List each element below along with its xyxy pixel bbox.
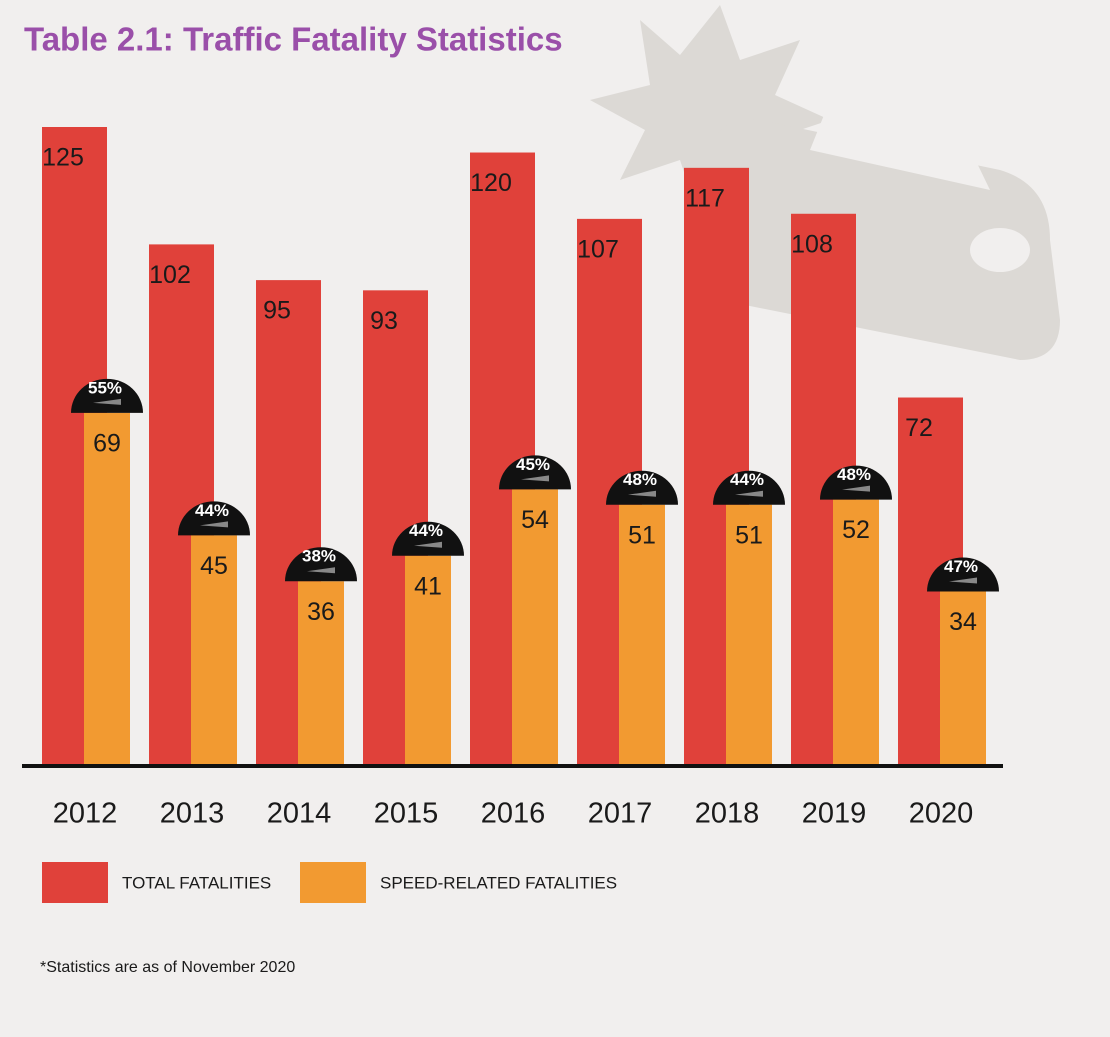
- data-label: 54: [521, 506, 549, 534]
- data-label: 69: [93, 429, 121, 457]
- data-label: 41: [414, 572, 442, 600]
- data-label: 117: [685, 184, 725, 212]
- data-label: 51: [735, 521, 763, 549]
- data-label: 102: [149, 261, 191, 289]
- x-tick-label: 2018: [695, 798, 760, 830]
- x-tick-label: 2013: [160, 798, 225, 830]
- percent-annotation: 55%: [88, 378, 122, 397]
- car-light: [970, 228, 1030, 272]
- percent-annotation: 47%: [944, 557, 978, 576]
- data-label: 51: [628, 521, 656, 549]
- x-tick-label: 2012: [53, 798, 118, 830]
- percent-annotation: 48%: [623, 470, 657, 489]
- data-label: 93: [370, 307, 398, 335]
- data-label: 125: [42, 144, 84, 172]
- legend-swatch: [42, 862, 108, 903]
- data-label: 95: [263, 297, 291, 325]
- chart: Table 2.1: Traffic Fatality Statistics 1…: [0, 0, 1110, 1037]
- percent-annotation: 44%: [195, 501, 229, 520]
- x-tick-label: 2015: [374, 798, 439, 830]
- percent-annotation: 45%: [516, 455, 550, 474]
- data-label: 107: [577, 235, 619, 263]
- data-label: 108: [791, 230, 833, 258]
- percent-annotation: 44%: [730, 470, 764, 489]
- percent-annotation: 38%: [302, 547, 336, 566]
- footnote: *Statistics are as of November 2020: [40, 959, 295, 976]
- x-tick-label: 2017: [588, 798, 653, 830]
- x-tick-label: 2019: [802, 798, 867, 830]
- x-tick-label: 2014: [267, 798, 332, 830]
- data-label: 36: [307, 598, 335, 626]
- percent-annotation: 48%: [837, 465, 871, 484]
- x-tick-label: 2020: [909, 798, 974, 830]
- data-label: 72: [905, 414, 933, 442]
- chart-title: Table 2.1: Traffic Fatality Statistics: [24, 21, 563, 58]
- percent-annotation: 44%: [409, 521, 443, 540]
- legend-label: SPEED-RELATED FATALITIES: [380, 873, 617, 892]
- data-label: 45: [200, 552, 228, 580]
- legend-label: TOTAL FATALITIES: [122, 873, 271, 892]
- data-label: 120: [470, 169, 512, 197]
- legend-swatch: [300, 862, 366, 903]
- data-label: 34: [949, 608, 977, 636]
- bar: [84, 413, 130, 765]
- x-tick-label: 2016: [481, 798, 546, 830]
- data-label: 52: [842, 516, 870, 544]
